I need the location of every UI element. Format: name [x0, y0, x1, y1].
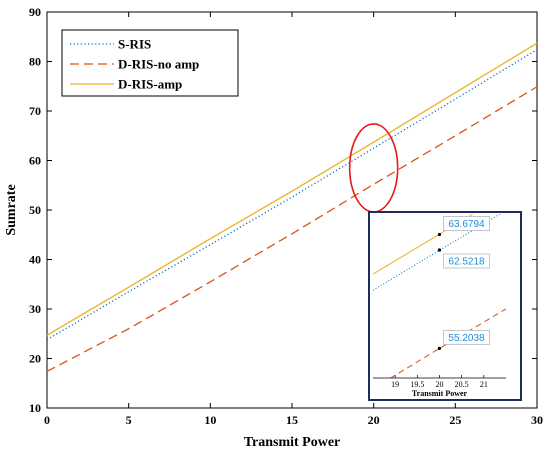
inset-x-axis-label: Transmit Power — [412, 389, 468, 398]
y-tick-label: 20 — [29, 352, 41, 366]
inset-frame — [368, 211, 522, 401]
y-tick-label: 10 — [29, 401, 41, 415]
x-tick-label: 10 — [204, 413, 216, 427]
legend-entry-label: D-RIS-amp — [118, 77, 182, 92]
datatip-box — [443, 216, 490, 231]
y-tick-label: 80 — [29, 55, 41, 69]
main-curves — [46, 42, 538, 372]
y-axis-label: Sumrate — [4, 184, 19, 235]
datatip-label: 63.6794 — [448, 219, 485, 230]
y-tick-label: 60 — [29, 154, 41, 168]
legend-box — [61, 29, 239, 97]
datatip-box — [443, 253, 490, 269]
series-line-d-ris-no-amp — [46, 86, 538, 372]
y-tick-label: 30 — [29, 302, 41, 316]
datatip-point — [437, 346, 442, 350]
datatip-point — [437, 248, 442, 252]
datatip-box — [443, 329, 490, 345]
inset-x-tick-label: 19 — [391, 380, 399, 389]
x-tick-label: 5 — [126, 413, 132, 427]
x-tick-label: 0 — [44, 413, 50, 427]
x-tick-label: 25 — [449, 413, 461, 427]
series-line-d-ris-amp — [46, 42, 538, 336]
inset-x-tick-label: 21 — [480, 380, 488, 389]
inset-x-tick-label: 20 — [436, 380, 444, 389]
y-tick-label: 70 — [29, 104, 41, 118]
x-tick-label: 20 — [368, 413, 380, 427]
legend: S-RIS D-RIS-no amp D-RIS-amp — [61, 29, 239, 97]
series-line-s-ris — [46, 49, 538, 341]
datatip-label: 62.5218 — [448, 257, 485, 268]
x-tick-label: 30 — [531, 413, 543, 427]
zoom-inset: 19 19.5 20 20.5 21 Transmit Power 63.6794 62.52… — [368, 211, 522, 401]
legend-entry-label: D-RIS-no amp — [118, 57, 199, 72]
x-axis-label: Transmit Power — [244, 435, 341, 450]
inset-x-tick-label: 19.5 — [410, 380, 424, 389]
x-tick-label: 15 — [286, 413, 298, 427]
legend-entry-label: S-RIS — [118, 37, 151, 52]
datatip-label: 55.2038 — [448, 333, 485, 344]
y-tick-label: 40 — [29, 253, 41, 267]
y-tick-label: 50 — [29, 203, 41, 217]
inset-x-tick-label: 20.5 — [455, 380, 469, 389]
y-tick-label: 90 — [29, 5, 41, 19]
datatip-point — [437, 232, 442, 237]
